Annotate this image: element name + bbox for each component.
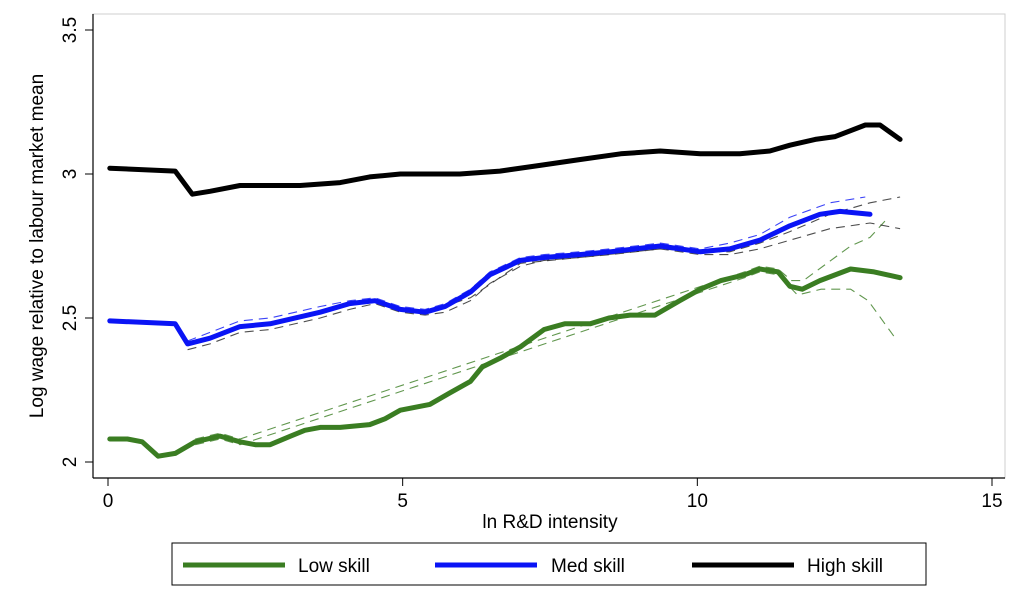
y-axis-label: Log wage relative to labour market mean: [27, 74, 48, 418]
high-skill-line: [107, 122, 903, 197]
y-tick-label: 2: [60, 457, 81, 468]
x-tick-label: 5: [397, 491, 408, 512]
legend-label-med-skill: Med skill: [551, 556, 625, 577]
y-tick-label: 3: [60, 169, 81, 180]
low-skill-ci-upper-line: [195, 219, 887, 440]
x-tick-label: 10: [687, 491, 708, 512]
legend-label-low-skill: Low skill: [298, 556, 370, 577]
med-skill-ci-upper-line: [187, 196, 866, 342]
med-skill-line: [107, 208, 873, 347]
legend-label-high-skill: High skill: [807, 556, 883, 577]
plot-region: [92, 13, 1006, 479]
legend: Low skill Med skill High skill: [171, 542, 927, 586]
low-skill-line: [107, 266, 903, 459]
x-tick-label: 0: [103, 491, 114, 512]
med-skill-ci-lower-line: [187, 222, 901, 351]
y-tick-label: 3.5: [60, 17, 81, 43]
y-tick-label: 2.5: [60, 305, 81, 331]
x-axis-label: ln R&D intensity: [482, 512, 618, 533]
x-tick-label: 15: [981, 491, 1002, 512]
legend-box: [171, 542, 927, 586]
